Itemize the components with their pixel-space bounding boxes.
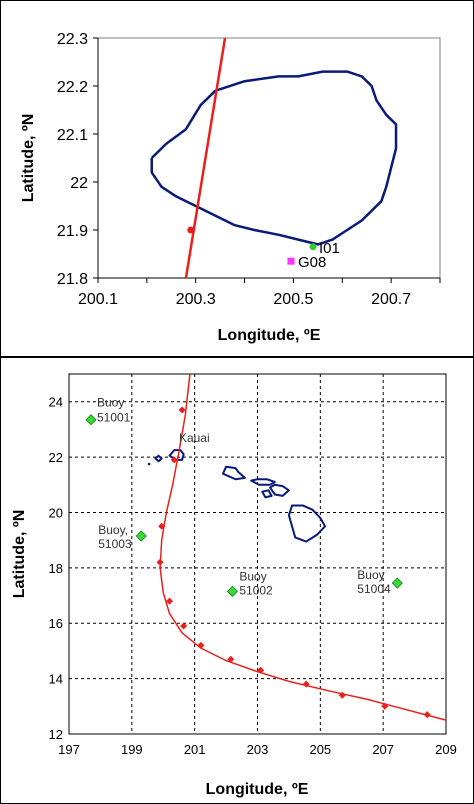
buoy-51002-label-line1: Buoy — [239, 569, 266, 583]
buoy-51004-label-line1: Buoy — [357, 568, 384, 582]
bottom-x-tick-label: 203 — [247, 742, 269, 757]
bottom-gridlines — [69, 374, 446, 734]
island-outline — [154, 454, 163, 463]
storm-track-marker — [178, 406, 186, 414]
storm-track-marker — [180, 622, 188, 630]
buoy-marker — [135, 530, 147, 542]
bottom-y-tick-label: 20 — [49, 505, 63, 520]
island-islet — [147, 462, 151, 466]
bottom-y-tick-label: 16 — [49, 616, 63, 631]
kauai-coastline — [150, 70, 398, 246]
top-x-tick-label: 200.7 — [371, 291, 411, 308]
chart-bottom-panel: 12 14 16 18 20 22 24 197 199 201 203 205… — [11, 373, 457, 798]
storm-track-marker — [257, 666, 265, 674]
top-y-tick-label: 22.3 — [57, 31, 88, 48]
storm-track-curve — [159, 373, 447, 721]
panel-divider — [0, 356, 474, 358]
buoy-marker — [391, 577, 403, 589]
buoy-51001-label-line1: Buoy — [97, 396, 124, 410]
top-y-tick-label: 21.8 — [57, 271, 88, 288]
station-g08-marker — [287, 257, 295, 265]
bottom-x-axis-title: Longitude, ºE — [206, 781, 309, 798]
top-y-tick-label: 22.1 — [57, 127, 88, 144]
storm-track-marker — [170, 456, 178, 464]
top-y-tick-label: 21.9 — [57, 223, 88, 240]
island-outline — [269, 483, 290, 497]
storm-track-markers — [156, 406, 431, 719]
storm-track-marker — [156, 558, 164, 566]
bottom-x-tick-label: 199 — [121, 742, 143, 757]
top-y-tick-label: 22.2 — [57, 79, 88, 96]
bottom-y-tick-label: 24 — [49, 395, 63, 410]
buoy-51001-label-line2: 51001 — [97, 411, 131, 425]
bottom-x-axis: 197 199 201 203 205 207 209 — [58, 742, 457, 757]
storm-track-marker — [423, 711, 431, 719]
storm-track-marker — [158, 522, 166, 530]
bottom-x-tick-label: 201 — [184, 742, 206, 757]
island-outline — [221, 465, 246, 481]
chart-top-panel: 21.8 21.9 22 22.1 22.2 22.3 200.1 200.3 … — [20, 31, 441, 344]
top-x-tick-label: 200.1 — [78, 291, 118, 308]
bottom-y-axis-title: Latitude, ºN — [11, 510, 28, 599]
kauai-label: Kauai — [179, 431, 210, 445]
island-outline — [250, 478, 276, 486]
top-x-tick-label: 200.3 — [176, 291, 216, 308]
storm-track-point — [187, 226, 195, 234]
buoy-51003-label-line1: Buoy, — [98, 523, 128, 537]
bottom-y-tick-label: 18 — [49, 561, 63, 576]
storm-track-marker — [338, 691, 346, 699]
storm-track-marker — [197, 641, 205, 649]
buoy-marker — [85, 414, 97, 426]
island-outline — [261, 489, 273, 499]
station-i01-marker — [309, 243, 317, 251]
bottom-x-tick-label: 205 — [309, 742, 331, 757]
bottom-x-tick-label: 207 — [372, 742, 394, 757]
top-plot-area — [97, 37, 441, 279]
top-y-tick-label: 22 — [70, 175, 88, 192]
top-y-axis-title: Latitude, ºN — [20, 114, 37, 203]
bottom-x-tick-label: 197 — [58, 742, 80, 757]
buoy-51002-label-line2: 51002 — [239, 583, 273, 597]
buoy-markers — [85, 414, 403, 597]
top-x-axis-title: Longitude, ºE — [218, 327, 321, 344]
bottom-x-tick-label: 209 — [435, 742, 457, 757]
top-x-axis: 200.1 200.3 200.5 200.7 — [78, 277, 441, 308]
bottom-y-tick-label: 12 — [49, 727, 63, 742]
buoy-marker — [226, 585, 238, 597]
bottom-y-tick-label: 14 — [49, 672, 63, 687]
station-i01-label: I01 — [319, 240, 340, 257]
storm-track-line — [184, 37, 227, 279]
storm-track-marker — [166, 597, 174, 605]
island-outline — [287, 504, 327, 543]
buoy-51003-label-line2: 51003 — [98, 537, 132, 551]
storm-track-marker — [381, 702, 389, 710]
top-x-tick-label: 200.5 — [273, 291, 313, 308]
buoy-51004-label-line2: 51004 — [357, 582, 391, 596]
hawaiian-islands — [147, 449, 327, 543]
bottom-y-axis: 12 14 16 18 20 22 24 — [49, 395, 63, 742]
storm-track-marker — [302, 680, 310, 688]
storm-track-marker — [227, 655, 235, 663]
bottom-y-tick-label: 22 — [49, 450, 63, 465]
top-y-axis: 21.8 21.9 22 22.1 22.2 22.3 — [57, 31, 99, 288]
station-g08-label: G08 — [298, 254, 326, 271]
